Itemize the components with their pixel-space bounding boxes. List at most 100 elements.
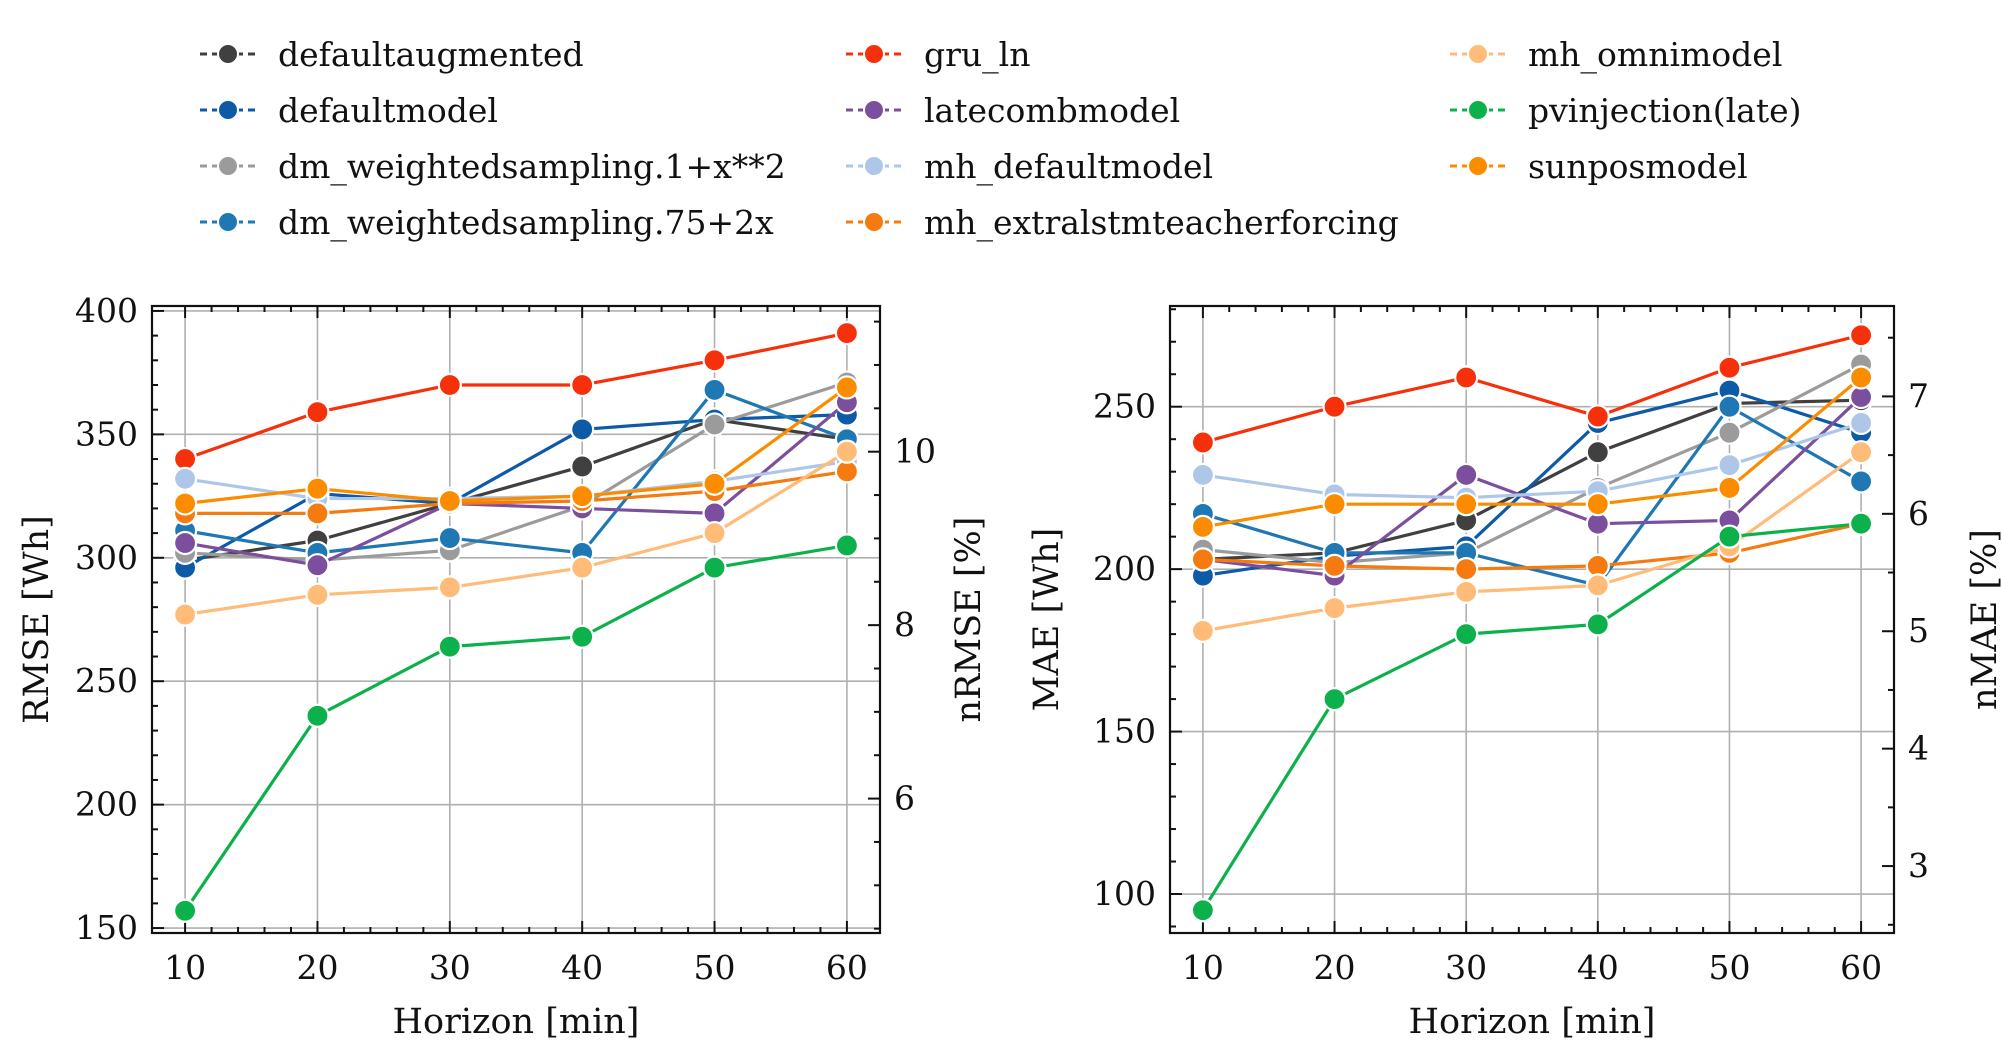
legend-item-gru-ln: gru_ln [846,26,1030,82]
legend-label: latecombmodel [924,90,1181,130]
data-point [1848,323,1874,348]
legend-item-mh-omnimodel: mh_omnimodel [1450,26,1782,82]
series-line [1202,333,1862,444]
x-tick-label: 60 [1840,948,1882,987]
data-point [1717,420,1742,445]
data-point [1454,579,1479,604]
series-dm-weightedsampling-75-2x [172,377,860,565]
data-point [172,602,198,627]
data-point [1190,618,1216,643]
series-line [1202,522,1862,571]
y-tick-label: 300 [75,538,138,577]
series-sunposmodel [1190,365,1874,540]
legend-item-defaultmodel: defaultmodel [200,82,498,138]
data-point [1717,394,1742,419]
y-tick-label: 200 [1093,549,1156,588]
data-point [305,582,330,607]
data-point [1322,394,1347,419]
data-point [570,624,595,649]
data-point [1717,453,1742,478]
series-gru-ln [1190,323,1874,455]
data-point [834,439,860,464]
x-axis-label: Horizon [min] [1409,1002,1656,1042]
legend-label: defaultaugmented [278,34,584,74]
data-point [305,703,330,728]
chart-panel-mae: 10 20 30 40 50 60 100 150 200 250 3 4 5 6 7 Horizon [mi… [1027,304,2002,1042]
x-tick-label: 10 [164,948,206,987]
data-point [1848,511,1874,536]
data-point [570,555,595,580]
legend-marker [200,43,256,65]
y-right-axis-label: nMAE [%] [1965,529,2002,710]
data-point [1190,514,1216,540]
data-point [1585,612,1610,637]
series-line [1201,522,1862,912]
series-pvinjection-late [1190,511,1874,923]
legend-marker [200,99,256,121]
data-point [1454,365,1479,390]
series-line [1202,450,1863,633]
y-tick-label: 150 [1093,712,1156,751]
legend-item-dm-weightedsampling-75-2x: dm_weightedsampling.75+2x [200,194,774,250]
y-right-tick-label: 10 [894,432,936,471]
legend-label: defaultmodel [278,90,498,130]
data-point [570,454,595,479]
legend-item-defaultaugmented: defaultaugmented [200,26,584,82]
x-tick-label: 10 [1182,948,1224,987]
legend-label: mh_extralstmteacherforcing [924,202,1399,242]
data-point [702,521,727,546]
data-point [437,575,462,600]
data-point [702,377,727,403]
legend-marker [1450,43,1506,65]
series-line [184,388,848,555]
x-axis-label: Horizon [min] [393,1002,640,1042]
y-axis-label: RMSE [Wh] [17,515,57,724]
data-point [570,417,595,442]
data-point [1454,492,1479,517]
legend: defaultaugmented defaultmodel dm_weighteds… [200,26,1880,246]
series-line [185,469,848,515]
data-point [1322,686,1347,712]
legend-item-pvinjection-late: pvinjection(late) [1450,82,1802,138]
legend-label: sunposmodel [1528,146,1748,186]
y-right-axis-label: nRMSE [%] [949,517,989,723]
y-tick-label: 250 [75,661,138,700]
y-right-tick-label: 5 [1908,611,1929,650]
series-line [1202,395,1863,578]
x-tick-label: 30 [429,948,471,987]
x-tick-label: 30 [1445,948,1487,987]
plot-frame [1168,304,1896,935]
legend-item-latecombmodel: latecombmodel [846,82,1180,138]
y-tick-label: 250 [1093,387,1156,426]
y-tick-label: 200 [75,785,138,824]
legend-item-dm-weightedsampling-1-x-2: dm_weightedsampling.1+x**2 [200,138,786,194]
series-line [184,331,848,461]
legend-marker [846,211,902,233]
data-point [1190,430,1216,455]
data-point [305,553,330,578]
y-tick-label: 100 [1093,874,1156,913]
series-line [1202,421,1862,500]
series-line [184,450,848,617]
data-point [1585,573,1610,598]
legend-label: dm_weightedsampling.1+x**2 [278,146,786,186]
data-point [834,375,860,400]
data-point [702,412,727,437]
data-point [437,488,462,514]
chart-panel-rmse: 10 20 30 40 50 60 150 200 250 300 350 400 6 8 10 Horizo… [17,291,989,1042]
y-tick-label: 150 [75,908,138,947]
data-point [1190,547,1216,572]
series-mh-omnimodel [172,439,860,627]
data-point [1322,553,1347,578]
y-tick-label: 350 [75,414,138,453]
data-point [1454,462,1479,488]
series-line [184,386,848,506]
y-axis-label: MAE [Wh] [1027,528,1067,712]
x-tick-label: 50 [694,948,736,987]
data-point [1717,524,1742,549]
legend-marker [1450,155,1506,177]
legend-label: pvinjection(late) [1528,90,1802,130]
data-point [172,466,198,491]
data-point [702,471,727,496]
data-point [437,372,462,398]
